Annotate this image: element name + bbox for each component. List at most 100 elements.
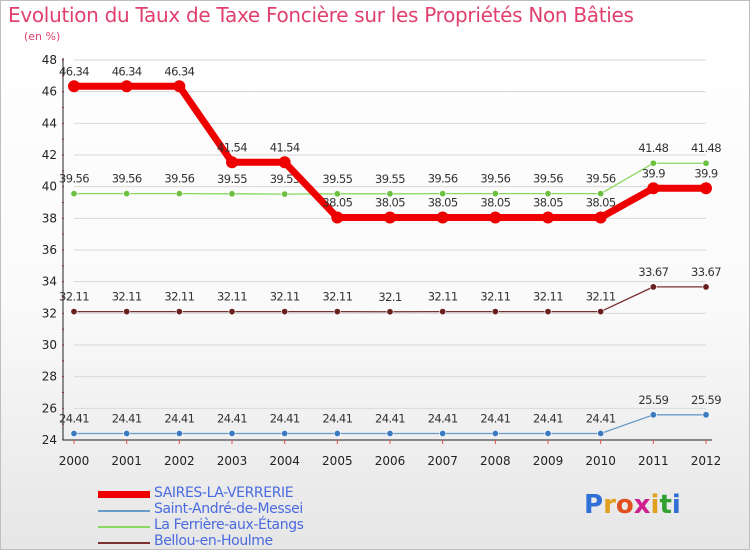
y-tick-label: 40 <box>42 180 57 194</box>
y-tick-label: 38 <box>42 211 57 225</box>
data-point <box>544 430 552 438</box>
data-label: 39.55 <box>322 172 352 186</box>
data-point <box>542 211 554 224</box>
x-tick-label: 2009 <box>533 454 564 468</box>
logo-letter: i <box>650 490 660 520</box>
x-tick-label: 2008 <box>480 454 511 468</box>
data-label: 32.11 <box>586 290 616 304</box>
data-label: 24.41 <box>217 412 247 426</box>
x-tick-label: 2012 <box>691 454 722 468</box>
data-label: 38.05 <box>586 196 616 210</box>
data-label: 32.11 <box>480 290 510 304</box>
data-point <box>173 80 186 93</box>
data-label: 32.11 <box>164 290 194 304</box>
x-tick-label: 2005 <box>322 454 353 468</box>
x-tick-label: 2011 <box>638 454 669 468</box>
data-label: 25.59 <box>638 393 668 407</box>
data-label: 24.41 <box>59 412 89 426</box>
data-point <box>702 159 710 167</box>
legend-swatch-la-ferriere <box>98 526 150 528</box>
x-tick-label: 2000 <box>59 454 90 468</box>
data-label: 24.41 <box>375 412 405 426</box>
data-label: 33.67 <box>691 265 721 279</box>
x-tick-label: 2001 <box>111 454 142 468</box>
x-tick-label: 2010 <box>585 454 616 468</box>
legend-swatch-saint-andre <box>98 510 150 512</box>
data-label: 38.05 <box>375 196 405 210</box>
data-point <box>702 283 710 291</box>
x-tick-label: 2004 <box>269 454 300 468</box>
data-label: 39.56 <box>112 172 142 186</box>
data-label: 39.55 <box>217 172 247 186</box>
data-point <box>120 80 133 93</box>
data-label: 24.41 <box>480 412 510 426</box>
y-tick-label: 32 <box>42 306 57 320</box>
data-point <box>333 190 341 198</box>
data-label: 24.41 <box>270 412 300 426</box>
data-label: 41.54 <box>217 140 247 154</box>
data-point <box>175 430 183 438</box>
data-label: 38.05 <box>322 196 352 210</box>
data-point <box>123 190 131 198</box>
x-tick-label: 2007 <box>427 454 458 468</box>
legend-label-bellou: Bellou-en-Houlme <box>154 533 273 549</box>
y-tick-label: 28 <box>42 370 57 384</box>
data-label: 38.05 <box>428 196 458 210</box>
data-point <box>281 308 289 316</box>
data-label: 32.11 <box>428 290 458 304</box>
logo-letter: i <box>671 490 681 520</box>
data-point <box>175 190 183 198</box>
y-tick-label: 34 <box>42 275 57 289</box>
data-point <box>439 308 447 316</box>
data-point <box>70 190 78 198</box>
data-label: 46.34 <box>164 64 194 78</box>
y-tick-label: 26 <box>42 401 57 415</box>
data-label: 32.11 <box>322 290 352 304</box>
data-label: 32.11 <box>59 290 89 304</box>
data-label: 32.11 <box>217 290 247 304</box>
data-point <box>386 190 394 198</box>
data-point <box>647 182 660 195</box>
data-label: 24.41 <box>533 412 563 426</box>
data-point <box>70 430 78 438</box>
data-point <box>544 308 552 316</box>
data-point <box>489 211 502 224</box>
x-tick-label: 2003 <box>217 454 248 468</box>
data-point <box>702 411 710 419</box>
data-point <box>386 308 394 316</box>
legend-swatch-saires <box>98 491 150 498</box>
data-point <box>597 308 605 316</box>
data-label: 39.56 <box>533 172 563 186</box>
legend-label-la-ferriere: La Ferrière-aux-Étangs <box>154 517 304 533</box>
data-label: 32.1 <box>378 290 401 304</box>
data-point <box>597 190 605 198</box>
data-label: 39.56 <box>586 172 616 186</box>
data-label: 39.56 <box>428 172 458 186</box>
data-point <box>226 156 238 169</box>
data-label: 39.9 <box>694 166 717 180</box>
data-label: 39.56 <box>164 172 194 186</box>
y-tick-label: 44 <box>42 116 57 130</box>
data-point <box>439 190 447 198</box>
data-point <box>491 190 499 198</box>
data-point <box>491 308 499 316</box>
data-point <box>281 190 289 198</box>
data-point <box>228 308 236 316</box>
data-point <box>70 308 78 316</box>
data-label: 32.11 <box>533 290 563 304</box>
data-label: 32.11 <box>112 290 142 304</box>
data-point <box>649 283 657 291</box>
data-point <box>544 190 552 198</box>
data-label: 46.34 <box>112 64 142 78</box>
legend-swatch-bellou <box>98 542 150 544</box>
data-point <box>649 411 657 419</box>
y-tick-label: 36 <box>42 243 57 257</box>
data-label: 39.56 <box>59 172 89 186</box>
legend-label-saint-andre: Saint-André-de-Messei <box>154 501 303 517</box>
y-tick-label: 46 <box>42 85 57 99</box>
data-label: 39.55 <box>375 172 405 186</box>
data-point <box>228 190 236 198</box>
chart-subtitle: (en %) <box>24 30 61 43</box>
data-point <box>331 211 344 224</box>
data-label: 24.41 <box>322 412 352 426</box>
